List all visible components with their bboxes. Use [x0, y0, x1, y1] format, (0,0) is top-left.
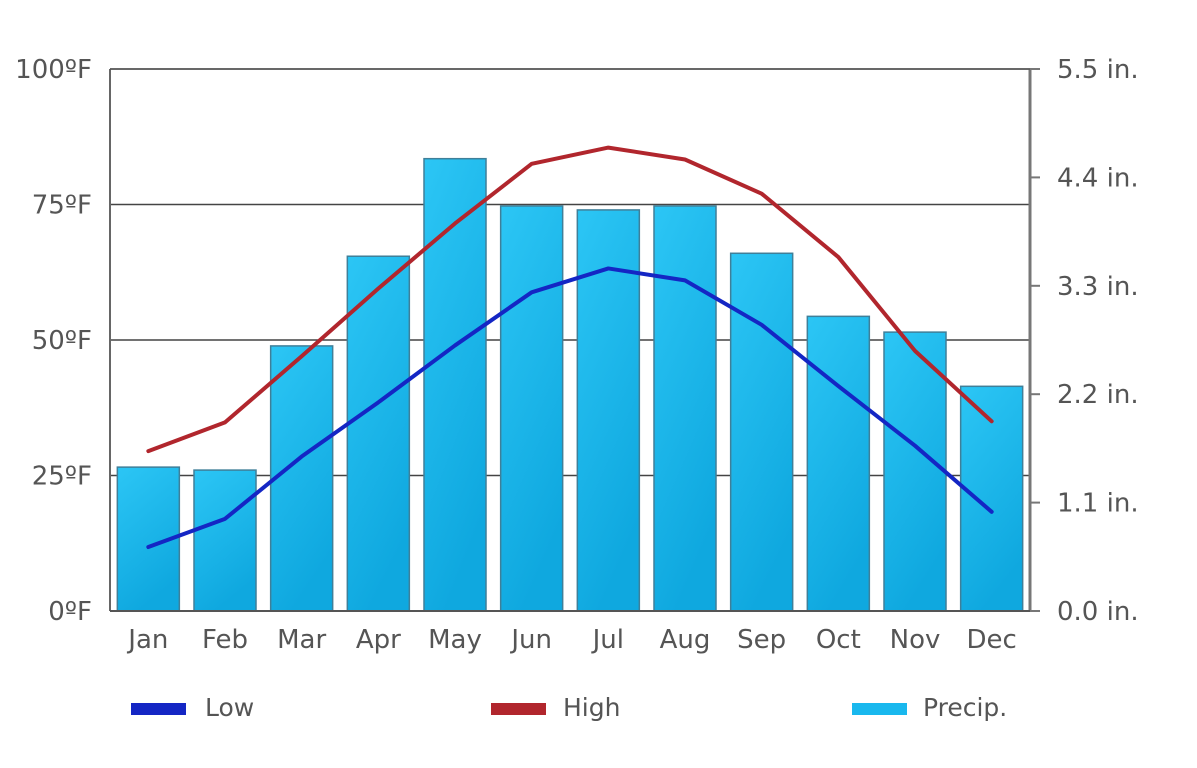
left-axis: 0ºF 25ºF 50ºF 75ºF 100ºF: [15, 55, 92, 627]
x-tick-label: May: [428, 625, 482, 655]
x-tick-label: Sep: [737, 625, 786, 655]
x-tick-label: Nov: [890, 625, 941, 655]
legend-label-low: Low: [205, 693, 254, 722]
x-tick-label: Mar: [277, 625, 326, 655]
right-tick-label: 5.5 in.: [1057, 55, 1139, 85]
left-tick-label: 25ºF: [32, 462, 92, 492]
x-tick-label: Jan: [126, 625, 168, 655]
plot-frame: [109, 68, 1032, 612]
right-axis: 0.0 in. 1.1 in. 2.2 in. 3.3 in. 4.4 in. 5.5 i…: [1030, 55, 1139, 627]
precip-bar-may: [423, 157, 487, 612]
x-tick-label: Oct: [816, 625, 861, 655]
precip-bar-dec: [959, 385, 1024, 612]
x-tick-label: Apr: [356, 625, 401, 655]
precip-bar-feb: [193, 469, 257, 612]
right-tick-label: 4.4 in.: [1057, 163, 1139, 193]
precip-bar-sep: [729, 252, 794, 612]
legend-swatch-low: [131, 703, 186, 715]
x-tick-label: Dec: [967, 625, 1017, 655]
left-tick-label: 50ºF: [32, 326, 92, 356]
precip-bar-nov: [883, 331, 947, 612]
right-tick-label: 2.2 in.: [1057, 380, 1139, 410]
legend-label-precip: Precip.: [923, 693, 1007, 722]
x-tick-label: Jul: [591, 625, 624, 655]
legend-swatch-precip: [852, 703, 907, 715]
precip-bar-oct: [806, 315, 871, 612]
precip-bar-mar: [269, 345, 334, 612]
left-tick-label: 0ºF: [48, 597, 92, 627]
x-tick-label: Feb: [202, 625, 248, 655]
legend: Low High Precip.: [131, 693, 1007, 722]
precip-bars: [116, 157, 1024, 612]
left-tick-label: 100ºF: [15, 55, 92, 85]
left-tick-label: 75ºF: [32, 191, 92, 221]
x-axis: Jan Feb Mar Apr May Jun Jul Aug Sep Oct Nov Dec: [126, 625, 1017, 655]
x-tick-label: Jun: [509, 625, 552, 655]
legend-swatch-high: [491, 703, 546, 715]
right-tick-label: 3.3 in.: [1057, 272, 1139, 302]
temperature-lines: [146, 145, 994, 550]
x-tick-label: Aug: [660, 625, 711, 655]
high-temp-line: [146, 145, 994, 454]
legend-label-high: High: [563, 693, 620, 722]
precip-bar-aug: [653, 205, 717, 612]
precip-bar-jun: [499, 205, 564, 612]
right-tick-label: 1.1 in.: [1057, 489, 1139, 519]
right-tick-label: 0.0 in.: [1057, 597, 1139, 627]
low-temp-line: [146, 266, 994, 550]
